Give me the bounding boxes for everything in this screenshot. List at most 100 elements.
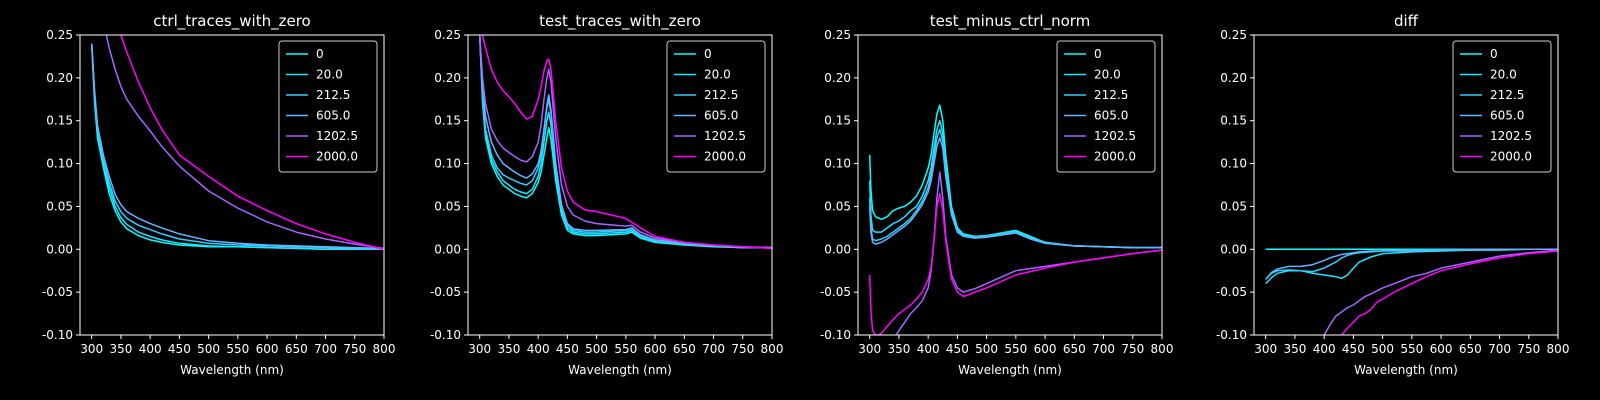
y-tick-label: 0.20: [46, 71, 73, 85]
x-axis-label: Wavelength (nm): [180, 363, 284, 377]
series-line-2000-0: [1341, 250, 1558, 335]
x-tick-label: 450: [1342, 342, 1365, 356]
y-tick-label: 0.05: [434, 199, 461, 213]
y-tick-label: 0.10: [1220, 157, 1247, 171]
plot-frame: [467, 34, 773, 336]
legend-entry: 212.5: [704, 88, 738, 102]
series-line-212-5: [868, 128, 1162, 249]
legend-entry: 2000.0: [704, 150, 746, 164]
y-tick-label: 0.25: [46, 28, 73, 42]
x-tick-label: 450: [946, 342, 969, 356]
x-tick-label: 400: [917, 342, 940, 356]
y-tick-label: 0.20: [824, 71, 851, 85]
y-tick-label: -0.05: [42, 285, 73, 299]
x-tick-label: 300: [468, 342, 491, 356]
series-group: [90, 35, 384, 251]
legend-entry: 605.0: [1094, 109, 1128, 123]
x-tick-label: 350: [109, 342, 132, 356]
chart-title: test_traces_with_zero: [539, 12, 701, 31]
x-tick-label: 500: [585, 342, 608, 356]
series-line-1202-5: [895, 171, 1162, 335]
legend-entry: 605.0: [704, 109, 738, 123]
x-tick-label: 450: [556, 342, 579, 356]
x-tick-label: 800: [1547, 342, 1570, 356]
x-tick-label: 600: [256, 342, 279, 356]
x-tick-label: 550: [1400, 342, 1423, 356]
x-tick-label: 650: [285, 342, 308, 356]
legend-entry: 2000.0: [1094, 150, 1136, 164]
legend-entry: 1202.5: [1094, 129, 1136, 143]
y-tick-label: 0.15: [824, 114, 851, 128]
x-tick-label: 650: [1063, 342, 1086, 356]
legend-entry: 212.5: [1490, 88, 1524, 102]
y-tick-label: 0.05: [1220, 199, 1247, 213]
series-line-2000-0: [120, 35, 384, 251]
series-line-1202-5: [478, 35, 772, 249]
x-tick-label: 600: [644, 342, 667, 356]
legend-entry: 1202.5: [1490, 129, 1532, 143]
series-line-212-5: [478, 35, 772, 249]
series-line-1202-5: [1323, 249, 1558, 335]
series-line-0: [868, 104, 1162, 249]
x-tick-label: 450: [168, 342, 191, 356]
plot-frame: [857, 34, 1163, 336]
series-group: [478, 35, 772, 250]
series-line-1202-5: [105, 35, 384, 250]
series-group: [868, 104, 1162, 335]
y-tick-label: -0.05: [430, 285, 461, 299]
legend-entry: 20.0: [1094, 68, 1121, 82]
y-tick-label: -0.05: [820, 285, 851, 299]
x-tick-label: 650: [1459, 342, 1482, 356]
x-tick-label: 750: [731, 342, 754, 356]
x-tick-label: 650: [673, 342, 696, 356]
legend-entry: 1202.5: [704, 129, 746, 143]
y-tick-label: 0.25: [434, 28, 461, 42]
x-tick-label: 500: [197, 342, 220, 356]
x-tick-label: 400: [139, 342, 162, 356]
series-line-2000-0: [481, 35, 772, 250]
legend-entry: 0: [316, 47, 324, 61]
y-tick-label: 0.20: [1220, 71, 1247, 85]
x-tick-label: 600: [1430, 342, 1453, 356]
legend-entry: 0: [704, 47, 712, 61]
legend-entry: 212.5: [1094, 88, 1128, 102]
legend-entry: 20.0: [704, 68, 731, 82]
series-line-20-0: [90, 43, 384, 251]
x-tick-label: 350: [1283, 342, 1306, 356]
y-tick-label: 0.15: [1220, 114, 1247, 128]
chart-title: ctrl_traces_with_zero: [153, 12, 310, 31]
plot-frame: [1253, 34, 1559, 336]
chart-panel-2: test_traces_with_zero 300 350 400 450 500 550 6…: [430, 12, 784, 377]
x-tick-label: 350: [497, 342, 520, 356]
x-tick-label: 750: [343, 342, 366, 356]
legend-entry: 605.0: [1490, 109, 1524, 123]
y-tick-label: 0.10: [824, 157, 851, 171]
series-line-20-0: [478, 35, 772, 249]
y-tick-label: 0.15: [434, 114, 461, 128]
legend: 0 20.0 212.5 605.0 1202.5 2000.0: [1452, 40, 1552, 173]
x-tick-label: 550: [614, 342, 637, 356]
y-tick-label: 0.25: [1220, 28, 1247, 42]
x-tick-label: 550: [1004, 342, 1027, 356]
series-line-605-0: [90, 43, 384, 250]
legend-entry: 212.5: [316, 88, 350, 102]
x-tick-label: 700: [1092, 342, 1115, 356]
y-tick-label: 0.25: [824, 28, 851, 42]
chart-panel-3: test_minus_ctrl_norm 300 350 400 450 500 550 60…: [820, 12, 1174, 377]
series-line-605-0: [478, 35, 772, 249]
chart-panel-4: diff 300 350 400 450 500 550 600 650 700 750 800 -0.…: [1216, 12, 1570, 377]
x-axis-label: Wavelength (nm): [1354, 363, 1458, 377]
x-tick-label: 800: [1151, 342, 1174, 356]
legend-entry: 0: [1094, 47, 1102, 61]
series-group: [1265, 248, 1558, 335]
y-tick-label: 0.00: [46, 242, 73, 256]
y-tick-label: 0.10: [46, 157, 73, 171]
series-line-2000-0: [868, 192, 1162, 335]
chart-title: test_minus_ctrl_norm: [930, 12, 1091, 31]
legend-entry: 1202.5: [316, 129, 358, 143]
legend: 0 20.0 212.5 605.0 1202.5 2000.0: [666, 40, 766, 173]
series-line-605-0: [1265, 248, 1558, 280]
legend-entry: 20.0: [316, 68, 343, 82]
y-tick-label: 0.00: [434, 242, 461, 256]
